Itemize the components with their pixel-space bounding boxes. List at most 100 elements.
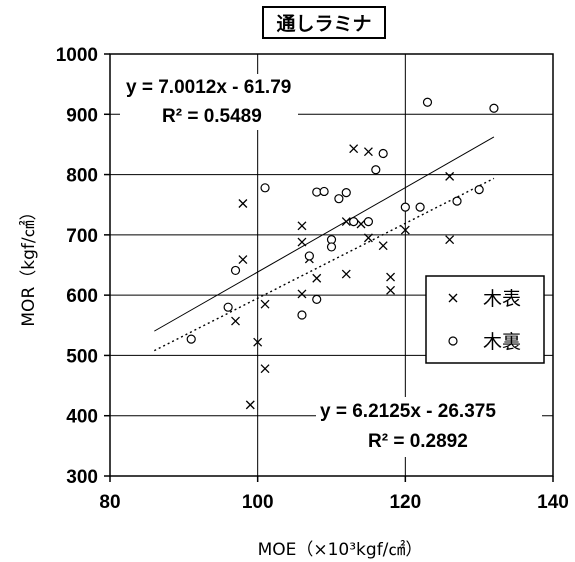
data-point-x-stroke: [400, 225, 410, 235]
data-point-ura: [260, 183, 270, 193]
y-axis-title: MOR（kgf/㎠）: [19, 203, 39, 326]
data-point-x-stroke: [363, 233, 373, 243]
data-point-omote: [400, 225, 410, 235]
legend-label-omote: 木表: [483, 288, 521, 310]
data-point-omote: [356, 219, 366, 229]
y-tick-label: 1000: [56, 45, 98, 66]
trendline-2-equation: y = 6.2125x - 26.375: [320, 401, 496, 422]
data-point-ura: [371, 165, 381, 175]
data-point-omote: [253, 337, 263, 347]
data-point-x-stroke: [386, 272, 396, 282]
x-tick-label: 80: [99, 492, 120, 513]
equation-1-background: [120, 74, 298, 130]
equation-2-background: [316, 397, 542, 457]
data-point-x-stroke: [386, 285, 396, 295]
data-point-omote: [386, 285, 396, 295]
data-point-x-stroke: [297, 237, 307, 247]
plot-area-frame: [109, 53, 554, 477]
y-tick-label: 300: [66, 467, 98, 488]
x-tick-label: 120: [389, 492, 421, 513]
data-point-ura: [326, 242, 337, 252]
data-point-x-stroke: [445, 235, 455, 245]
data-point-ura: [334, 194, 344, 204]
data-point-ura: [186, 334, 196, 344]
data-point-omote: [378, 241, 388, 251]
data-point-omote: [245, 400, 255, 410]
data-point-omote: [363, 147, 373, 157]
data-point-omote: [341, 269, 351, 279]
x-axis-ticks: 80 100 120 140: [99, 476, 569, 513]
data-point-omote: [445, 235, 455, 245]
data-point-omote: [312, 273, 322, 283]
data-point-x-stroke: [260, 364, 270, 374]
data-point-ura: [452, 196, 462, 206]
data-point-omote: [260, 364, 270, 374]
trendline-1-r2: R² = 0.5489: [162, 106, 262, 127]
data-point-x-stroke: [231, 316, 240, 326]
data-point-x-stroke: [378, 241, 388, 251]
data-point-x-stroke: [297, 221, 307, 231]
data-points: [186, 97, 499, 410]
data-point-omote: [445, 171, 455, 181]
legend-box: [425, 275, 545, 364]
data-point-ura: [349, 216, 359, 227]
chart-title-frame: [262, 6, 386, 39]
data-point-ura: [400, 202, 410, 212]
data-point-ura: [230, 265, 241, 276]
data-point-ura: [319, 186, 329, 197]
y-axis-ticks: 300 400 500 600 700 800 900 1000: [56, 45, 110, 488]
data-point-ura: [415, 202, 425, 212]
data-point-x-stroke: [445, 171, 455, 181]
data-point-omote: [349, 144, 359, 154]
data-point-ura: [474, 185, 484, 195]
data-point-x-stroke: [349, 144, 359, 154]
legend-marker-x-icon: [448, 293, 458, 303]
legend: 木表 木裏: [425, 275, 545, 364]
data-point-ura: [297, 310, 307, 320]
data-point-x-stroke: [363, 147, 373, 157]
data-point-omote: [297, 289, 307, 299]
legend-label-ura: 木裏: [483, 331, 521, 353]
data-point-omote: [260, 299, 270, 309]
data-point-x-stroke: [312, 273, 322, 283]
y-tick-label: 600: [66, 286, 98, 307]
x-tick-label: 100: [242, 492, 274, 513]
data-point-ura: [363, 216, 374, 227]
data-point-x-stroke: [253, 337, 263, 347]
trendline-2-r2: R² = 0.2892: [368, 431, 468, 452]
chart-title-text: 通しラミナ: [276, 13, 371, 35]
chart-title: 通しラミナ: [262, 6, 386, 39]
data-point-omote: [363, 233, 373, 243]
data-point-omote: [297, 221, 307, 231]
x-tick-label: 140: [537, 492, 569, 513]
data-point-ura: [341, 188, 351, 198]
data-point-omote: [297, 237, 307, 247]
y-tick-label: 800: [66, 166, 98, 187]
trendlines: [153, 136, 495, 352]
data-point-x-stroke: [341, 269, 351, 279]
trendline-2: [153, 177, 495, 352]
y-tick-label: 900: [66, 105, 98, 126]
data-point-omote: [238, 255, 248, 265]
data-point-x-stroke: [238, 255, 248, 265]
trendline-1-equation: y = 7.0012x - 61.79: [126, 77, 291, 98]
data-point-omote: [341, 217, 351, 227]
data-point-x-stroke: [245, 400, 255, 410]
data-point-ura: [304, 251, 314, 261]
data-point-ura: [223, 302, 233, 312]
data-point-x-stroke: [238, 199, 248, 208]
data-point-x-stroke: [297, 289, 307, 299]
data-point-ura: [489, 103, 499, 113]
trendline-1: [154, 136, 495, 332]
data-point-ura: [312, 294, 322, 304]
data-point-ura: [378, 148, 388, 159]
x-axis-title: MOE（×10³kgf/㎠）: [258, 540, 423, 560]
data-point-x-stroke: [356, 219, 366, 229]
data-point-ura: [312, 187, 322, 197]
y-tick-label: 500: [66, 346, 98, 367]
data-point-omote: [238, 199, 248, 208]
data-point-omote: [231, 316, 240, 326]
data-point-x-stroke: [260, 299, 270, 309]
legend-marker-circle-icon: [448, 336, 458, 346]
